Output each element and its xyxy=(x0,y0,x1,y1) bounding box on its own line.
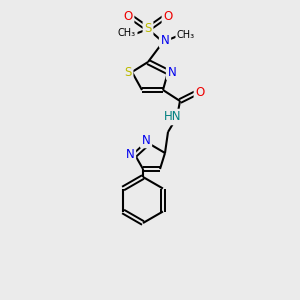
Text: CH₃: CH₃ xyxy=(118,28,136,38)
Text: CH₃: CH₃ xyxy=(177,30,195,40)
Text: S: S xyxy=(124,65,132,79)
Text: N: N xyxy=(160,34,169,46)
Text: N: N xyxy=(126,148,134,161)
Text: O: O xyxy=(164,11,172,23)
Text: O: O xyxy=(123,11,133,23)
Text: O: O xyxy=(195,86,205,100)
Text: N: N xyxy=(142,134,150,146)
Text: N: N xyxy=(168,65,176,79)
Text: HN: HN xyxy=(164,110,182,124)
Text: S: S xyxy=(144,22,152,35)
